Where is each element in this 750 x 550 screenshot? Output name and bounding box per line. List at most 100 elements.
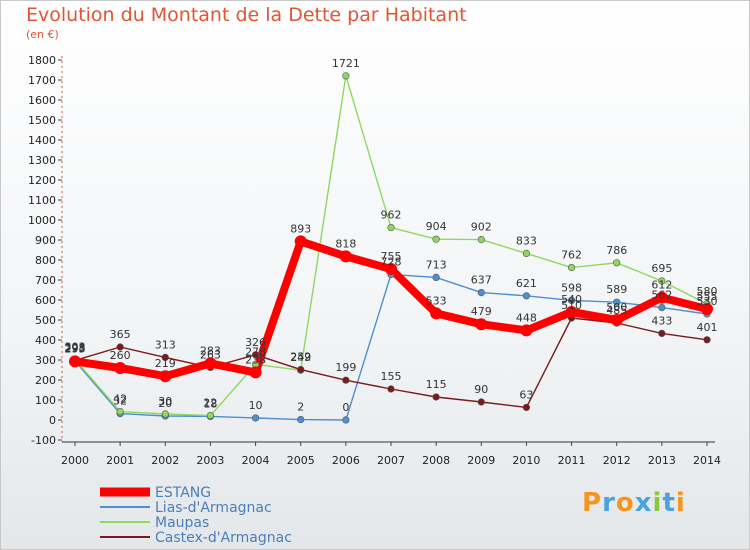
logo-letter: P xyxy=(582,488,603,518)
x-tick-label: 2010 xyxy=(512,454,540,467)
data-label: 637 xyxy=(471,274,492,287)
data-point xyxy=(251,414,260,422)
data-label: 479 xyxy=(471,305,492,318)
data-label: 818 xyxy=(335,237,356,250)
data-label: 598 xyxy=(561,281,582,294)
data-label: 295 xyxy=(65,342,86,355)
data-label: 786 xyxy=(606,244,627,257)
data-label: 263 xyxy=(200,348,221,361)
legend-label: Lias-d'Armagnac xyxy=(155,500,272,516)
data-point xyxy=(114,362,127,374)
y-tick-label: -100 xyxy=(31,434,56,447)
data-label: 199 xyxy=(335,361,356,374)
data-point xyxy=(206,412,215,420)
y-tick-label: 500 xyxy=(35,314,56,327)
data-label: 612 xyxy=(651,279,672,292)
data-label: 90 xyxy=(474,383,488,396)
y-tick-label: 1200 xyxy=(28,174,56,187)
y-tick-label: 1600 xyxy=(28,94,56,107)
data-point xyxy=(432,235,440,243)
data-point xyxy=(658,277,666,285)
y-tick-label: 800 xyxy=(35,254,56,267)
data-label: 0 xyxy=(342,401,349,414)
data-label: 621 xyxy=(516,277,537,290)
data-label: 962 xyxy=(381,209,402,222)
data-point xyxy=(477,236,485,244)
logo-letter: t xyxy=(662,488,676,518)
x-tick-label: 2005 xyxy=(287,454,315,467)
data-point xyxy=(567,264,576,272)
data-label: 893 xyxy=(290,222,311,235)
y-tick-label: 1300 xyxy=(28,154,56,167)
data-point xyxy=(475,318,488,331)
data-label: 500 xyxy=(606,301,627,314)
axes: -100010020030040050060070080090010001100… xyxy=(28,54,721,467)
data-point xyxy=(567,296,576,305)
y-tick-label: 1500 xyxy=(28,114,56,127)
logo-letter: o xyxy=(615,488,635,518)
data-point xyxy=(342,72,350,80)
data-label: 22 xyxy=(203,397,217,410)
data-label: 510 xyxy=(561,299,582,312)
data-label: 219 xyxy=(155,357,176,370)
logo-letter: i xyxy=(675,488,686,518)
logo-letter: i xyxy=(652,488,663,518)
data-label: 42 xyxy=(113,393,127,406)
data-label: 904 xyxy=(426,220,447,233)
series-points xyxy=(69,72,713,424)
data-point xyxy=(339,250,352,263)
data-label: 249 xyxy=(290,351,311,364)
data-point xyxy=(658,304,666,312)
data-point xyxy=(385,263,397,275)
logo-letter: x xyxy=(634,488,653,518)
y-tick-label: 100 xyxy=(35,394,56,407)
x-tick-label: 2002 xyxy=(151,454,179,467)
y-tick-label: 400 xyxy=(35,334,56,347)
x-tick-label: 2008 xyxy=(422,454,450,467)
data-point xyxy=(432,273,440,282)
data-label: 303 xyxy=(65,340,86,353)
x-tick-label: 2004 xyxy=(242,454,270,467)
x-tick-label: 2011 xyxy=(558,454,586,467)
data-label: 401 xyxy=(697,321,718,334)
x-tick-label: 2009 xyxy=(467,454,495,467)
data-point xyxy=(613,298,621,306)
data-label: 695 xyxy=(651,262,672,275)
data-label: 63 xyxy=(519,388,533,401)
y-tick-label: 1700 xyxy=(28,74,56,87)
x-tick-label: 2003 xyxy=(196,454,224,467)
data-label: 762 xyxy=(561,249,582,262)
data-point xyxy=(116,343,124,351)
data-point xyxy=(477,398,485,406)
data-label: 238 xyxy=(245,353,266,366)
data-label: 252 xyxy=(290,351,311,364)
data-label: 755 xyxy=(381,250,402,263)
data-label: 1721 xyxy=(332,57,360,70)
data-label: 115 xyxy=(426,378,447,391)
data-point xyxy=(522,249,531,257)
legend: ESTANGLias-d'ArmagnacMaupasCastex-d'Arma… xyxy=(100,485,292,546)
data-point xyxy=(703,336,711,344)
data-point xyxy=(477,289,485,297)
x-tick-label: 2001 xyxy=(106,454,134,467)
data-label: 555 xyxy=(697,290,718,303)
data-point xyxy=(387,224,395,232)
chart-subtitle: (en €) xyxy=(26,28,59,41)
data-label: 278 xyxy=(245,345,266,358)
y-tick-label: 200 xyxy=(35,374,56,387)
data-label: 283 xyxy=(200,344,221,357)
data-point xyxy=(251,351,260,359)
data-label: 580 xyxy=(697,285,718,298)
data-point xyxy=(159,370,172,383)
legend-label: Castex-d'Armagnac xyxy=(155,530,292,546)
y-tick-label: 700 xyxy=(35,274,56,287)
data-label: 10 xyxy=(249,399,263,412)
data-point xyxy=(204,357,217,370)
data-point xyxy=(613,259,621,267)
data-label: 313 xyxy=(155,338,176,351)
data-label: 902 xyxy=(471,221,492,234)
data-label: 713 xyxy=(426,258,447,271)
x-tick-label: 2000 xyxy=(61,454,89,467)
data-point xyxy=(249,366,262,379)
